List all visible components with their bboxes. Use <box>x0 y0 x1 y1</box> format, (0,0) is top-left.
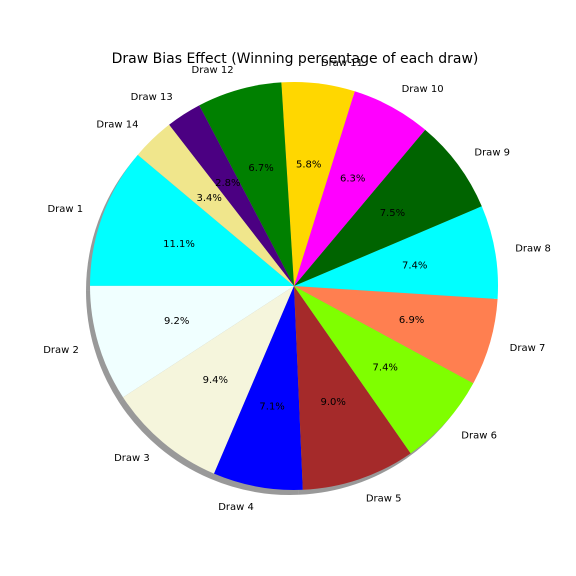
slice-category-label: Draw 4 <box>218 502 254 513</box>
slice-category-label: Draw 2 <box>43 345 79 356</box>
slice-percent-label: 5.8% <box>296 159 321 170</box>
slice-percent-label: 7.1% <box>259 401 284 412</box>
slice-category-label: Draw 11 <box>321 58 363 69</box>
pie-slice-4 <box>214 286 303 491</box>
pie-slice-13 <box>169 105 294 286</box>
slice-category-label: Draw 13 <box>131 92 173 103</box>
pie-slice-11 <box>281 82 355 286</box>
slice-category-label: Draw 10 <box>402 84 444 95</box>
pie-slice-5 <box>294 286 411 490</box>
slice-category-label: Draw 12 <box>192 65 234 76</box>
pie-slice-14 <box>137 124 294 286</box>
pie-slice-8 <box>294 206 498 299</box>
slice-category-label: Draw 5 <box>366 494 402 505</box>
slice-category-label: Draw 8 <box>515 243 551 254</box>
pie-slice-10 <box>294 91 426 286</box>
pie-slice-12 <box>199 82 294 287</box>
pie-slice-9 <box>294 129 482 286</box>
pie-slices <box>90 82 498 491</box>
pie-slice-2 <box>90 285 294 398</box>
slice-percent-label: 3.4% <box>196 193 221 204</box>
slice-percent-label: 9.4% <box>203 375 228 386</box>
slice-percent-label: 2.8% <box>215 178 240 189</box>
slice-category-label: Draw 9 <box>474 148 510 159</box>
slice-percent-label: 11.1% <box>163 239 195 250</box>
slice-percent-label: 9.0% <box>320 397 345 408</box>
slice-percent-label: 6.3% <box>340 174 365 185</box>
pie-slice-7 <box>294 286 498 384</box>
slice-percent-label: 6.9% <box>399 315 424 326</box>
slice-category-label: Draw 1 <box>47 204 83 215</box>
pie-slice-3 <box>123 286 295 474</box>
slice-percent-label: 7.4% <box>402 260 427 271</box>
pie-labels: Draw 1 11.1% Draw 2 9.2% Draw 3 9.4% Draw 4 7.1… <box>43 58 551 513</box>
pie-slice-6 <box>294 286 474 454</box>
slice-percent-label: 9.2% <box>164 316 189 327</box>
slice-category-label: Draw 7 <box>510 343 546 354</box>
slice-category-label: Draw 6 <box>461 431 497 442</box>
slice-percent-label: 7.4% <box>373 363 398 374</box>
slice-percent-label: 7.5% <box>380 208 405 219</box>
pie-slice-1 <box>90 154 294 286</box>
chart-title: Draw Bias Effect (Winning percentage of … <box>112 51 479 67</box>
slice-category-label: Draw 3 <box>114 453 150 464</box>
slice-category-label: Draw 14 <box>96 119 138 130</box>
slice-percent-label: 6.7% <box>248 163 273 174</box>
